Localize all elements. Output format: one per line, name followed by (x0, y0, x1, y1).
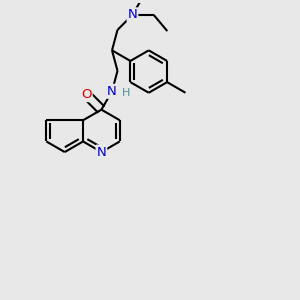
Text: N: N (107, 85, 117, 98)
Text: H: H (122, 88, 130, 98)
Text: N: N (97, 146, 106, 159)
Text: O: O (81, 88, 92, 101)
Text: N: N (128, 8, 137, 21)
